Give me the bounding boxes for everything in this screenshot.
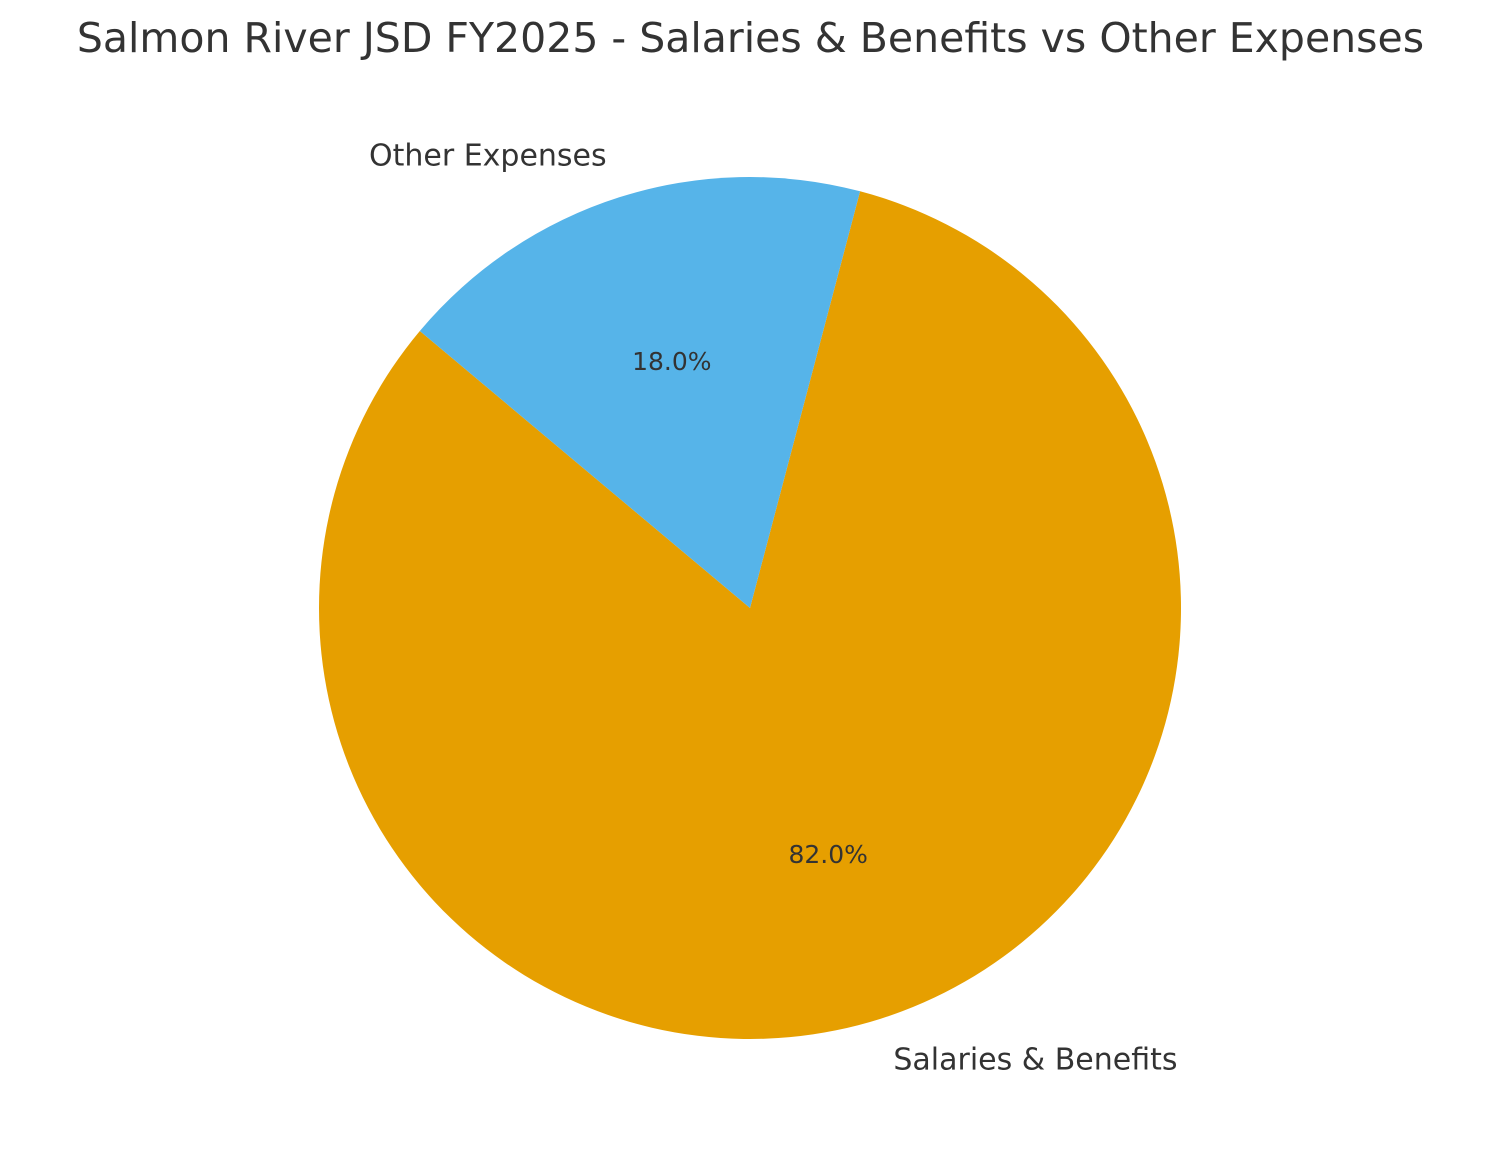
pie-slices [318,177,1181,1039]
category-label-other-expenses: Other Expenses [369,139,607,174]
pct-label-other-expenses: 18.0% [632,347,711,376]
chart-title: Salmon River JSD FY2025 - Salaries & Ben… [76,14,1425,62]
pie-slice-other-expenses [419,177,861,608]
pie-slice-salaries-benefits [318,191,1181,1039]
pct-label-salaries-benefits: 82.0% [788,840,867,869]
pie-labels: 82.0% Salaries & Benefits 18.0% Other Expen… [369,139,1178,1078]
category-label-salaries-benefits: Salaries & Benefits [893,1042,1177,1077]
